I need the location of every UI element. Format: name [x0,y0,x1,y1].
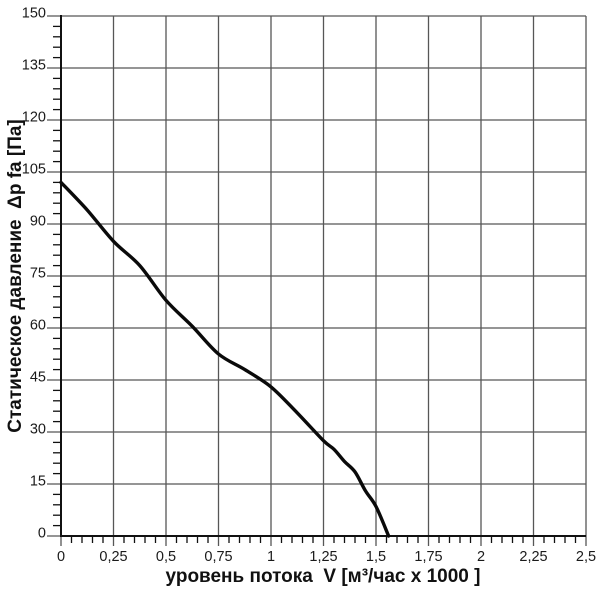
x-tick-label: 2 [477,549,485,565]
x-tick-label: 1,75 [414,549,442,565]
x-tick-label: 1,25 [309,549,337,565]
y-tick-label: 60 [30,318,46,334]
y-tick-label: 105 [22,162,46,178]
x-axis-title: уровень потока V [м³/час x 1000 ] [165,566,481,587]
x-tick-label: 1 [267,549,275,565]
pressure-curve [59,180,391,538]
x-tick-label: 0,75 [204,549,232,565]
x-tick-label: 1,5 [366,549,386,565]
y-tick-label: 150 [22,6,46,22]
y-tick-label: 0 [38,526,46,542]
y-tick-label: 75 [30,266,46,282]
x-tick-label: 2,5 [576,549,596,565]
x-tick-label: 0 [57,549,65,565]
x-tick-label: 0,5 [156,549,176,565]
y-tick-label: 120 [22,110,46,126]
y-tick-label: 135 [22,58,46,74]
y-axis-title: Статическое давление Δp fa [Па] [5,119,26,433]
x-tick-label: 2,25 [519,549,547,565]
y-tick-label: 90 [30,214,46,230]
x-tick-label: 0,25 [99,549,127,565]
y-tick-label: 30 [30,422,46,438]
y-tick-label: 15 [30,474,46,490]
y-tick-label: 45 [30,370,46,386]
